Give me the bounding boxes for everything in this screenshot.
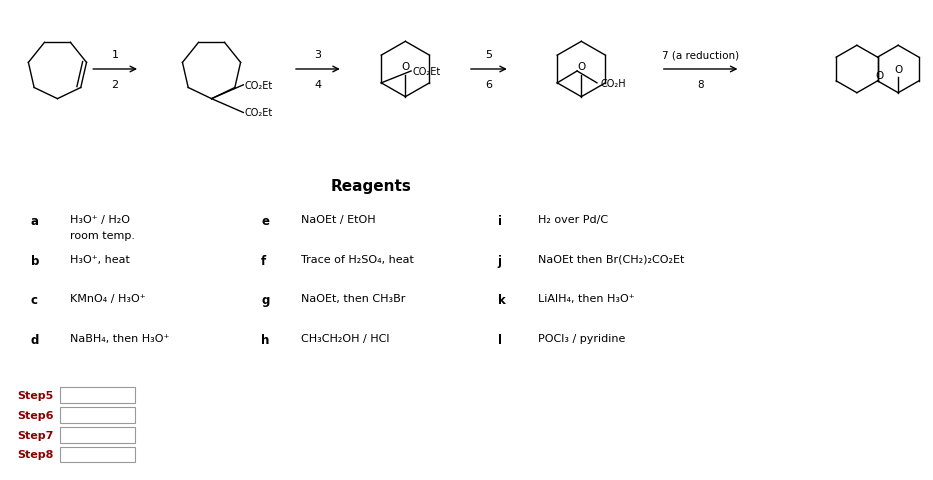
Text: 3: 3 xyxy=(314,50,321,60)
Text: CH₃CH₂OH / HCl: CH₃CH₂OH / HCl xyxy=(301,333,389,343)
Text: g: g xyxy=(261,294,270,307)
Text: Step7: Step7 xyxy=(18,430,54,440)
Text: LiAlH₄, then H₃O⁺: LiAlH₄, then H₃O⁺ xyxy=(537,294,634,304)
Bar xyxy=(61,447,135,462)
Text: H₃O⁺, heat: H₃O⁺, heat xyxy=(70,254,131,264)
Text: j: j xyxy=(498,254,502,267)
Text: Step8: Step8 xyxy=(18,450,54,459)
Text: H₃O⁺ / H₂O: H₃O⁺ / H₂O xyxy=(70,215,131,225)
Text: e: e xyxy=(261,215,270,228)
Text: h: h xyxy=(261,333,270,346)
Bar xyxy=(61,407,135,423)
Text: 8: 8 xyxy=(697,80,703,90)
Text: POCl₃ / pyridine: POCl₃ / pyridine xyxy=(537,333,625,343)
Text: k: k xyxy=(498,294,506,307)
Text: 6: 6 xyxy=(485,80,493,90)
Text: CO₂Et: CO₂Et xyxy=(412,67,440,77)
Bar xyxy=(61,387,135,403)
Text: O: O xyxy=(894,65,902,75)
Text: 4: 4 xyxy=(314,80,322,90)
Text: room temp.: room temp. xyxy=(70,230,135,240)
Text: CO₂H: CO₂H xyxy=(601,79,627,89)
Text: d: d xyxy=(31,333,39,346)
Text: KMnO₄ / H₃O⁺: KMnO₄ / H₃O⁺ xyxy=(70,294,146,304)
Text: NaOEt, then CH₃Br: NaOEt, then CH₃Br xyxy=(301,294,405,304)
Text: f: f xyxy=(261,254,267,267)
Text: l: l xyxy=(498,333,502,346)
Text: 7 (a reduction): 7 (a reduction) xyxy=(662,50,739,60)
Text: i: i xyxy=(498,215,502,228)
Text: Reagents: Reagents xyxy=(330,179,411,193)
Bar xyxy=(61,427,135,443)
Text: a: a xyxy=(31,215,38,228)
Text: O: O xyxy=(401,62,410,72)
Text: 2: 2 xyxy=(112,80,118,90)
Text: 1: 1 xyxy=(112,50,118,60)
Text: b: b xyxy=(31,254,39,267)
Text: NaOEt / EtOH: NaOEt / EtOH xyxy=(301,215,376,225)
Text: Step5: Step5 xyxy=(18,390,54,400)
Text: H₂ over Pd/C: H₂ over Pd/C xyxy=(537,215,607,225)
Text: CO₂Et: CO₂Et xyxy=(244,81,272,91)
Text: NaBH₄, then H₃O⁺: NaBH₄, then H₃O⁺ xyxy=(70,333,170,343)
Text: c: c xyxy=(31,294,37,307)
Text: CO₂Et: CO₂Et xyxy=(244,108,272,118)
Text: O: O xyxy=(578,62,585,72)
Text: NaOEt then Br(CH₂)₂CO₂Et: NaOEt then Br(CH₂)₂CO₂Et xyxy=(537,254,684,264)
Text: O: O xyxy=(875,71,884,81)
Text: Step6: Step6 xyxy=(18,410,54,420)
Text: 5: 5 xyxy=(485,50,493,60)
Text: Trace of H₂SO₄, heat: Trace of H₂SO₄, heat xyxy=(301,254,414,264)
